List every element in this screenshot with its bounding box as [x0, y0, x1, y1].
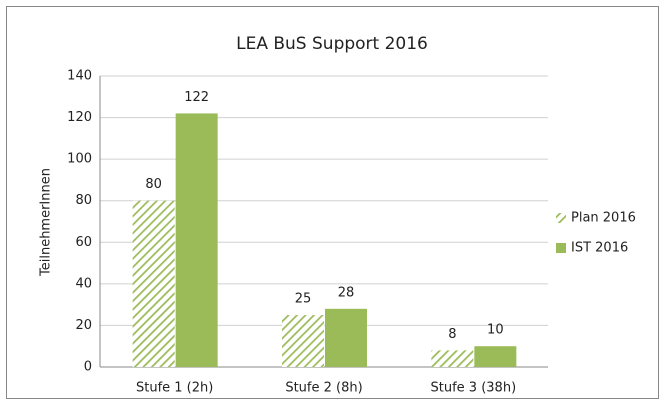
legend-swatch [556, 213, 566, 223]
y-tick-label: 60 [75, 235, 92, 250]
bar [175, 113, 218, 368]
bar [132, 200, 175, 367]
data-label: 122 [184, 90, 209, 105]
bar [474, 346, 517, 367]
legend-label: IST 2016 [571, 241, 628, 256]
y-tick-label: 100 [67, 152, 92, 167]
y-tick-label: 20 [75, 318, 92, 333]
y-tick-label: 140 [67, 69, 92, 84]
legend-label: Plan 2016 [571, 211, 636, 226]
bar [325, 308, 367, 367]
y-tick-label: 40 [75, 276, 92, 291]
legend-swatch [556, 243, 566, 253]
data-label: 28 [338, 285, 355, 300]
x-tick-label: Stufe 2 (8h) [285, 381, 362, 396]
bar [431, 350, 474, 367]
data-label: 8 [448, 327, 456, 342]
y-tick-label: 0 [84, 360, 92, 375]
y-axis-label: TeilnehmerInnen [39, 168, 54, 277]
y-tick-label: 80 [75, 193, 92, 208]
x-tick-label: Stufe 1 (2h) [136, 381, 213, 396]
chart-title: LEA BuS Support 2016 [236, 34, 428, 54]
bar [282, 315, 324, 367]
x-tick-label: Stufe 3 (38h) [431, 381, 517, 396]
data-label: 25 [295, 292, 312, 307]
data-label: 10 [487, 323, 504, 338]
y-tick-label: 120 [67, 110, 92, 125]
data-label: 80 [145, 177, 162, 192]
